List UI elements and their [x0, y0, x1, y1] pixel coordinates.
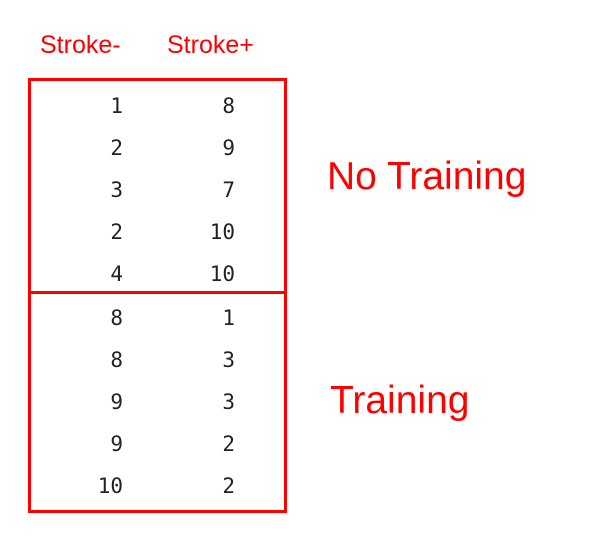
group-box-no-training: 1 8 2 9 3 7 2 10 4 10 — [28, 78, 287, 294]
table-row: 1 8 — [31, 85, 284, 127]
stroke-minus-value: 2 — [110, 220, 123, 244]
stroke-minus-value: 1 — [110, 94, 123, 118]
stroke-plus-value: 7 — [222, 178, 235, 202]
stroke-minus-value: 4 — [110, 262, 123, 286]
stroke-plus-value: 2 — [222, 474, 235, 498]
column-header-stroke-minus: Stroke- — [40, 31, 121, 59]
stroke-minus-value: 8 — [110, 306, 123, 330]
table-row: 4 10 — [31, 253, 284, 295]
group-label-no-training: No Training — [327, 155, 527, 198]
table-row: 2 9 — [31, 127, 284, 169]
stroke-minus-value: 10 — [97, 474, 123, 498]
stroke-minus-value: 9 — [110, 432, 123, 456]
table-row: 9 2 — [31, 423, 284, 465]
stroke-plus-value: 1 — [222, 306, 235, 330]
column-header-stroke-plus: Stroke+ — [167, 31, 254, 59]
table-row: 2 10 — [31, 211, 284, 253]
group-box-training: 8 1 8 3 9 3 9 2 10 2 — [28, 291, 287, 513]
stroke-plus-value: 8 — [222, 94, 235, 118]
stroke-minus-value: 9 — [110, 390, 123, 414]
stroke-plus-value: 10 — [209, 220, 235, 244]
table-row: 8 1 — [31, 297, 284, 339]
stroke-plus-value: 3 — [222, 390, 235, 414]
stroke-plus-value: 2 — [222, 432, 235, 456]
table-row: 10 2 — [31, 465, 284, 507]
group-label-training: Training — [330, 379, 470, 422]
stroke-plus-value: 10 — [209, 262, 235, 286]
stroke-plus-value: 9 — [222, 136, 235, 160]
table-row: 8 3 — [31, 339, 284, 381]
table-row: 3 7 — [31, 169, 284, 211]
stroke-minus-value: 3 — [110, 178, 123, 202]
stroke-minus-value: 2 — [110, 136, 123, 160]
stroke-plus-value: 3 — [222, 348, 235, 372]
table-row: 9 3 — [31, 381, 284, 423]
stroke-minus-value: 8 — [110, 348, 123, 372]
